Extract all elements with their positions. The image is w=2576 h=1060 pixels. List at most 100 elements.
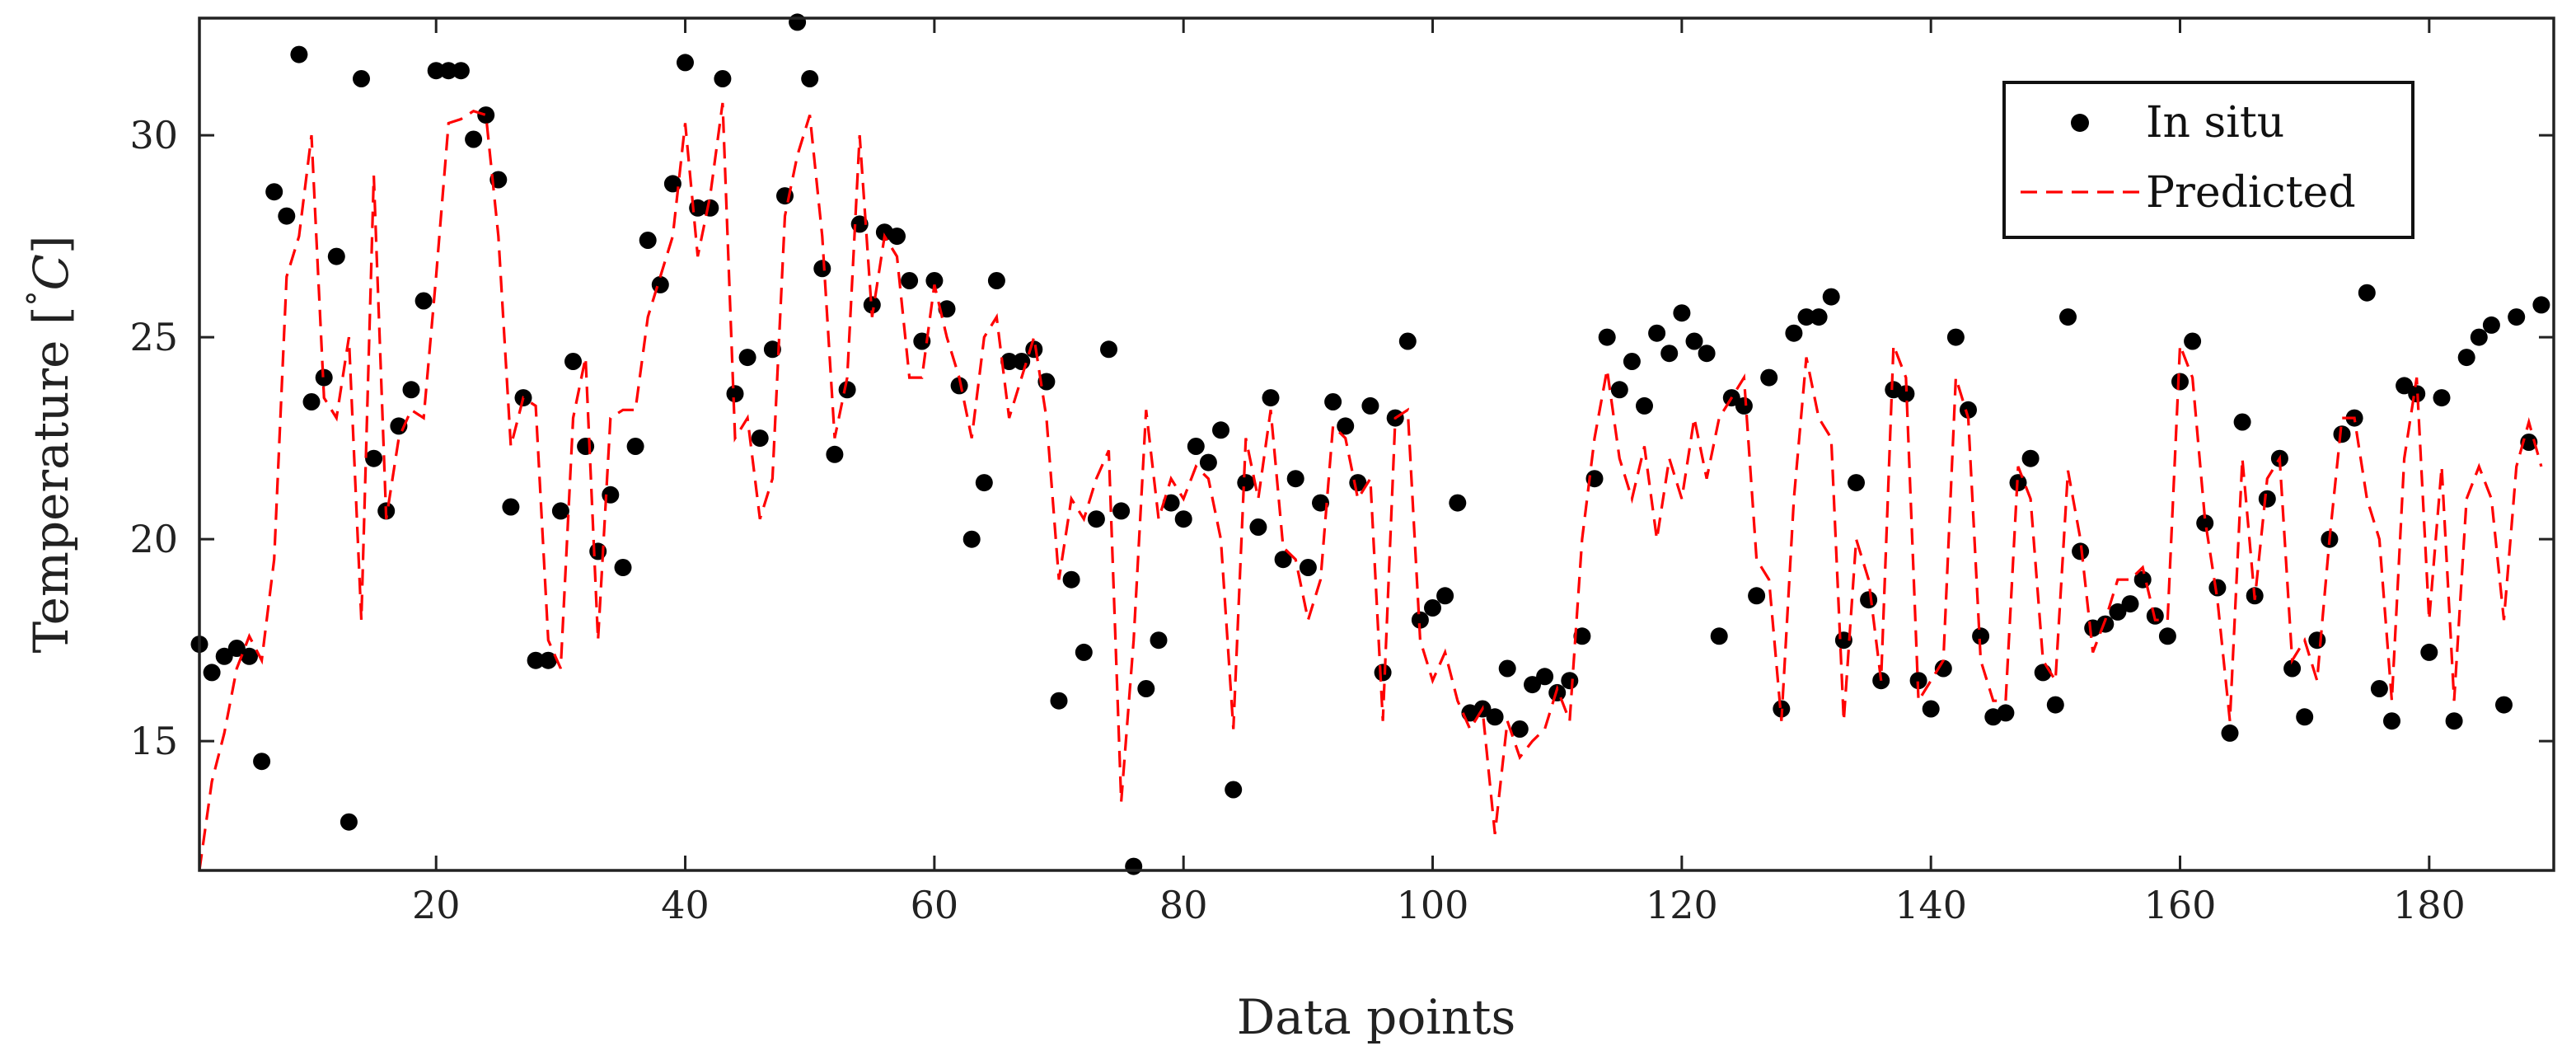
in-situ-point-44 — [726, 385, 744, 403]
in-situ-point-161 — [2184, 332, 2202, 350]
in-situ-point-10 — [302, 393, 321, 410]
in-situ-point-117 — [1636, 396, 1653, 415]
in-situ-point-24 — [477, 106, 495, 124]
in-situ-point-50 — [801, 70, 819, 87]
in-situ-point-2 — [203, 664, 221, 682]
in-situ-point-90 — [1299, 559, 1317, 576]
in-situ-point-28 — [527, 651, 545, 669]
in-situ-point-75 — [1112, 502, 1131, 520]
in-situ-point-162 — [2196, 514, 2214, 532]
in-situ-point-88 — [1274, 551, 1292, 569]
in-situ-point-47 — [763, 340, 781, 359]
in-situ-point-82 — [1199, 453, 1217, 471]
in-situ-point-20 — [427, 62, 445, 80]
in-situ-point-140 — [1922, 700, 1940, 718]
x-tick-label-80: 80 — [1159, 883, 1208, 927]
in-situ-point-55 — [863, 296, 881, 314]
in-situ-point-109 — [1536, 668, 1554, 686]
in-situ-point-38 — [651, 275, 669, 293]
in-situ-point-112 — [1573, 627, 1591, 645]
x-tick-label-20: 20 — [412, 883, 461, 927]
in-situ-point-86 — [1249, 518, 1267, 536]
in-situ-point-131 — [1810, 308, 1828, 326]
in-situ-point-37 — [639, 232, 657, 249]
in-situ-point-95 — [1361, 396, 1379, 415]
in-situ-point-19 — [415, 292, 433, 310]
in-situ-point-85 — [1237, 474, 1255, 492]
x-axis-label: Data points — [1237, 989, 1515, 1045]
in-situ-point-34 — [602, 485, 620, 504]
in-situ-point-98 — [1398, 332, 1417, 350]
in-situ-point-119 — [1660, 345, 1679, 363]
in-situ-point-134 — [1848, 474, 1865, 492]
in-situ-point-120 — [1673, 304, 1691, 322]
in-situ-point-184 — [2470, 328, 2488, 346]
in-situ-point-146 — [1997, 704, 2015, 722]
x-tick-label-160: 160 — [2144, 883, 2217, 927]
in-situ-point-164 — [2221, 724, 2239, 742]
in-situ-point-43 — [714, 70, 732, 87]
in-situ-point-173 — [2333, 425, 2351, 443]
in-situ-point-139 — [1909, 672, 1927, 690]
in-situ-point-13 — [340, 813, 358, 831]
in-situ-point-126 — [1748, 587, 1766, 605]
in-situ-point-57 — [888, 227, 906, 246]
in-situ-point-130 — [1797, 308, 1815, 326]
in-situ-point-186 — [2495, 696, 2513, 714]
in-situ-point-91 — [1312, 494, 1329, 512]
in-situ-point-169 — [2283, 659, 2302, 678]
in-situ-point-11 — [315, 368, 333, 387]
in-situ-point-68 — [1025, 340, 1043, 359]
in-situ-point-108 — [1524, 676, 1541, 694]
in-situ-point-64 — [975, 474, 993, 492]
in-situ-point-121 — [1685, 332, 1703, 350]
in-situ-point-77 — [1137, 680, 1155, 697]
x-tick-label-180: 180 — [2393, 883, 2466, 927]
in-situ-point-152 — [2072, 542, 2090, 560]
in-situ-point-22 — [452, 62, 470, 80]
in-situ-point-45 — [738, 349, 756, 367]
in-situ-point-66 — [1000, 353, 1019, 370]
in-situ-point-36 — [626, 438, 644, 455]
in-situ-point-125 — [1735, 396, 1753, 415]
in-situ-point-185 — [2482, 316, 2500, 334]
in-situ-point-53 — [838, 381, 856, 399]
in-situ-point-31 — [564, 353, 582, 370]
in-situ-point-183 — [2457, 349, 2475, 367]
in-situ-point-150 — [2046, 696, 2064, 714]
in-situ-point-132 — [1822, 288, 1840, 306]
in-situ-point-177 — [2383, 712, 2400, 730]
in-situ-point-171 — [2308, 631, 2326, 650]
in-situ-point-8 — [278, 207, 296, 225]
in-situ-point-3 — [215, 647, 233, 665]
in-situ-series — [190, 13, 2550, 875]
in-situ-point-89 — [1286, 470, 1304, 488]
in-situ-point-26 — [502, 498, 520, 516]
in-situ-point-155 — [2109, 603, 2127, 621]
in-situ-point-23 — [465, 130, 483, 148]
in-situ-point-14 — [353, 70, 370, 87]
in-situ-point-180 — [2420, 643, 2438, 661]
predicted-series-line — [198, 102, 2543, 871]
y-tick-label-30: 30 — [129, 113, 178, 157]
in-situ-point-106 — [1498, 659, 1516, 678]
in-situ-point-99 — [1411, 611, 1429, 629]
in-situ-point-15 — [365, 449, 383, 467]
in-situ-point-71 — [1062, 570, 1080, 589]
in-situ-point-181 — [2433, 389, 2451, 407]
in-situ-point-18 — [402, 381, 420, 399]
in-situ-point-160 — [2171, 373, 2189, 391]
in-situ-point-21 — [439, 62, 457, 80]
in-situ-point-7 — [265, 183, 283, 201]
in-situ-point-148 — [2021, 449, 2040, 467]
in-situ-point-65 — [987, 272, 1005, 289]
in-situ-point-151 — [2059, 308, 2077, 326]
in-situ-point-60 — [925, 272, 944, 289]
in-situ-point-118 — [1648, 324, 1666, 342]
in-situ-point-78 — [1150, 631, 1168, 650]
plot-frame — [198, 16, 2555, 872]
in-situ-point-129 — [1785, 324, 1803, 342]
y-tick-label-15: 15 — [129, 719, 178, 763]
in-situ-point-84 — [1225, 781, 1243, 799]
